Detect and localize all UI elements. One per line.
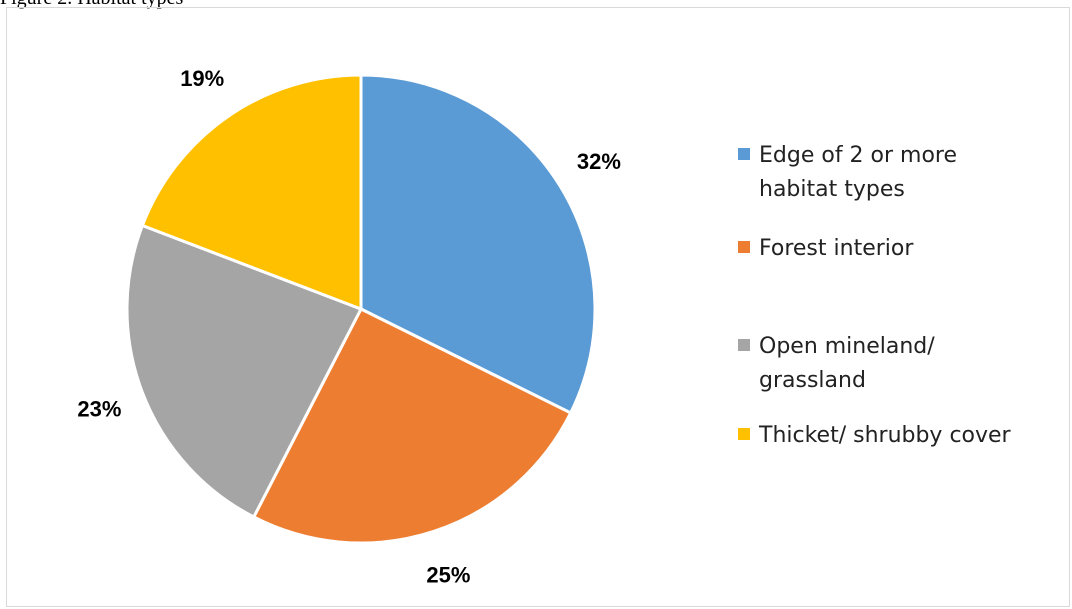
pie-slice-thicket-shrubby-cover xyxy=(140,73,363,312)
legend: Edge of 2 or more habitat types Forest int… xyxy=(738,143,1012,448)
legend-swatch xyxy=(738,148,750,160)
legend-item-open-mineland-grassland: Open mineland/grassland xyxy=(738,334,935,393)
legend-swatch xyxy=(738,241,750,253)
legend-item-forest-interior: Forest interior xyxy=(738,236,914,261)
pie-slice-edge-of-2-or-more-habitat-types xyxy=(359,73,597,415)
data-label-open-mineland-grassland: 23% xyxy=(77,396,121,421)
figure-caption: Figure 2. Habitat types xyxy=(0,0,183,10)
data-label-thicket-shrubby-cover: 19% xyxy=(180,66,224,91)
pie-slices xyxy=(125,73,597,545)
legend-swatch xyxy=(738,339,750,351)
data-label-forest-interior: 25% xyxy=(426,563,470,588)
pie-slice-open-mineland-grassland xyxy=(125,223,364,520)
legend-label: Open mineland/grassland xyxy=(759,334,935,393)
legend-item-thicket-shrubby-cover: Thicket/ shrubby cover xyxy=(738,423,1012,448)
legend-item-edge-of-2-or-more-habitat-types: Edge of 2 or more habitat types xyxy=(738,143,957,202)
chart-frame xyxy=(6,7,1070,607)
data-label-edge-of-2-or-more-habitat-types: 32% xyxy=(577,149,621,174)
legend-label: Thicket/ shrubby cover xyxy=(758,423,1012,448)
pie-slice-forest-interior xyxy=(251,307,573,545)
legend-label: Edge of 2 or more habitat types xyxy=(759,143,957,202)
legend-label: Forest interior xyxy=(759,236,914,261)
legend-swatch xyxy=(738,428,750,440)
pie-data-labels: 32% 25% 23% 19% xyxy=(77,66,621,588)
